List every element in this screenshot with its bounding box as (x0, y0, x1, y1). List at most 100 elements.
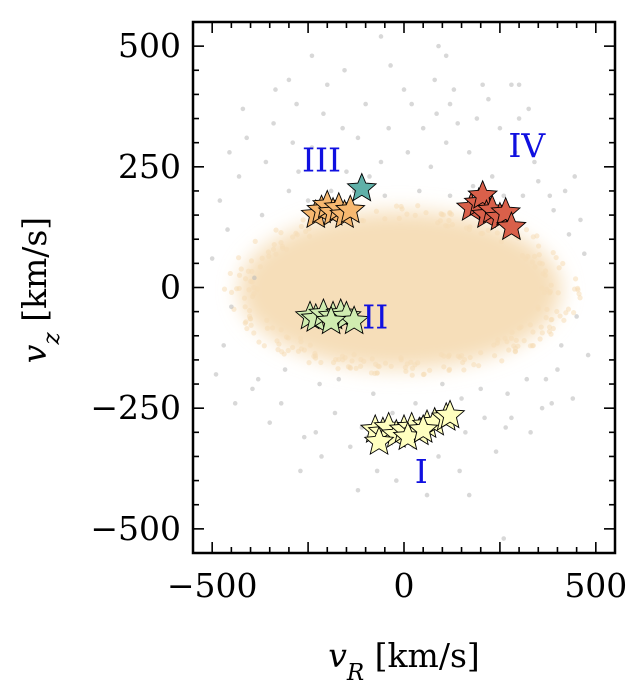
halo-point (478, 386, 484, 392)
cloud-speckle (571, 310, 577, 316)
halo-point (582, 251, 587, 257)
halo-point (470, 183, 476, 189)
cloud-speckle (404, 361, 410, 367)
cloud-speckle (537, 260, 543, 266)
halo-point (232, 401, 238, 406)
cloud-speckle (236, 285, 242, 292)
halo-point (298, 468, 303, 474)
axis-ticks (193, 22, 615, 553)
cloud-speckle (571, 286, 578, 292)
cloud-speckle (446, 217, 452, 224)
cloud-speckle (318, 359, 324, 366)
halo-point (413, 401, 418, 406)
cloud-speckle (373, 208, 380, 214)
halo-point (547, 193, 553, 199)
group-label-IV: IV (508, 126, 546, 165)
halo-point (282, 367, 288, 372)
halo-point (535, 179, 541, 184)
cloud-speckle (300, 217, 306, 223)
halo-point (217, 198, 223, 203)
halo-point (332, 410, 338, 416)
halo-point (305, 198, 311, 203)
halo-point (528, 430, 533, 435)
cloud-speckle (494, 340, 500, 346)
halo-point (480, 82, 485, 88)
cloud-speckle (572, 276, 579, 282)
halo-point (286, 188, 292, 194)
cloud-speckle (336, 356, 342, 363)
cloud-speckle (293, 230, 299, 236)
halo-point (227, 150, 232, 155)
cloud-speckle (404, 211, 410, 217)
halo-point (555, 367, 560, 372)
y-axis-label: vz [km/s] (15, 217, 65, 363)
cloud-speckle (369, 356, 375, 362)
cloud-speckle (398, 203, 404, 210)
halo-point (436, 43, 441, 49)
halo-point (451, 87, 457, 92)
cloud-speckle (409, 365, 416, 371)
halo-point (463, 430, 468, 435)
halo-point (482, 415, 487, 421)
cloud-speckle (576, 291, 582, 297)
cloud-speckle (550, 250, 556, 256)
halo-point (221, 343, 226, 348)
cloud-speckle (577, 295, 583, 301)
cloud-speckle (342, 355, 348, 361)
cloud-speckle (264, 317, 270, 323)
cloud-speckle (227, 270, 233, 277)
halo-point (549, 401, 554, 406)
halo-point (355, 135, 361, 141)
cloud-speckle (542, 272, 548, 278)
cloud-speckle (438, 351, 444, 358)
cloud-speckle (306, 360, 312, 366)
cloud-speckle (502, 335, 508, 341)
halo-point (267, 420, 273, 425)
cloud-speckle (290, 344, 296, 351)
cloud-speckle (274, 338, 280, 344)
cloud-speckle (560, 260, 566, 267)
halo-point (428, 164, 434, 170)
cloud-speckle (508, 335, 515, 341)
halo-point (440, 381, 445, 387)
cloud-speckle (491, 353, 498, 359)
halo-point (466, 492, 472, 498)
halo-point (432, 77, 437, 83)
halo-point (324, 82, 330, 88)
cloud-speckle (440, 212, 447, 218)
halo-point (516, 116, 522, 121)
cloud-speckle (539, 285, 545, 291)
cloud-speckle (563, 310, 569, 316)
cloud-speckle (457, 354, 463, 361)
halo-point (319, 454, 324, 459)
halo-point (562, 188, 568, 194)
x-axis-label: vR [km/s] (328, 636, 480, 686)
cloud-speckle (498, 238, 505, 245)
halo-point (443, 140, 449, 145)
halo-point (263, 159, 269, 165)
halo-point (290, 140, 296, 145)
halo-point (526, 106, 531, 112)
halo-point (524, 376, 530, 382)
cloud-speckle (499, 358, 505, 364)
halo-point (405, 150, 411, 155)
cloud-speckle (242, 276, 249, 282)
halo-point (309, 145, 315, 150)
halo-point (570, 396, 576, 401)
cloud-speckle (266, 253, 272, 259)
halo-point (474, 116, 480, 121)
cloud-speckle (245, 268, 252, 274)
cloud-speckle (248, 258, 255, 264)
halo-point (505, 391, 510, 397)
cloud-speckle (244, 325, 250, 332)
star-marker-group-I (434, 399, 466, 429)
cloud-speckle (521, 338, 527, 344)
cloud-speckle (278, 239, 284, 246)
halo-point (466, 150, 472, 155)
cloud-speckle (445, 354, 451, 360)
cloud-speckle (535, 243, 542, 249)
cloud-speckle (478, 230, 484, 237)
cloud-speckle (303, 228, 309, 234)
cloud-speckle (512, 349, 518, 355)
star-marker-group-III (334, 194, 366, 224)
